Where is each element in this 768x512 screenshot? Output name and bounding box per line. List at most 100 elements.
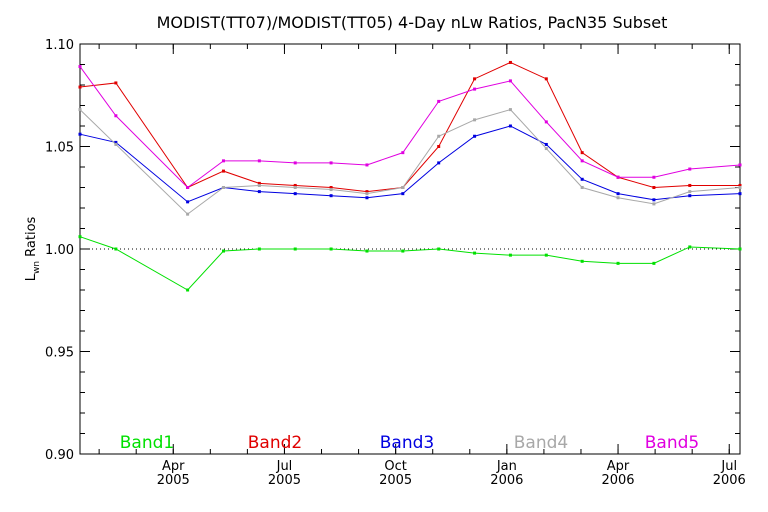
data-point-band2 — [114, 81, 118, 85]
chart-title: MODIST(TT07)/MODIST(TT05) 4-Day nLw Rati… — [157, 13, 668, 32]
x-tick-year: 2005 — [157, 473, 190, 488]
data-point-band1 — [544, 253, 548, 257]
data-point-band1 — [329, 247, 333, 251]
data-point-band5 — [652, 175, 656, 179]
data-point-band3 — [114, 140, 118, 144]
series-band4 — [78, 108, 742, 216]
data-point-band1 — [221, 249, 225, 253]
data-point-band3 — [437, 161, 441, 165]
data-point-band1 — [78, 235, 82, 239]
data-point-band5 — [473, 87, 477, 91]
series-layer — [78, 60, 742, 292]
data-point-band3 — [365, 196, 369, 200]
data-point-band4 — [365, 192, 369, 196]
legend-item-band3: Band3 — [380, 433, 434, 453]
data-point-band4 — [401, 186, 405, 189]
data-point-band2 — [221, 169, 225, 173]
data-point-band1 — [616, 261, 620, 265]
legend: Band1 Band2 Band3 Band4 Band5 — [120, 433, 699, 453]
data-point-band4 — [616, 196, 620, 200]
x-tick-month: Apr — [162, 459, 185, 474]
data-point-band3 — [401, 192, 405, 196]
legend-item-band5: Band5 — [645, 433, 699, 453]
data-point-band1 — [437, 247, 441, 251]
series-band3 — [78, 124, 742, 204]
plot-area — [79, 43, 741, 455]
series-line-band1 — [79, 236, 741, 291]
data-point-band4 — [473, 118, 477, 122]
data-point-band5 — [616, 175, 620, 179]
series-line-band5 — [79, 66, 741, 189]
data-point-band2 — [293, 183, 297, 187]
data-point-band5 — [738, 163, 742, 167]
series-band5 — [78, 65, 742, 189]
data-point-band5 — [78, 65, 82, 69]
y-axis-label-rest: Ratios — [24, 216, 39, 261]
legend-item-band1: Band1 — [120, 433, 174, 453]
y-axis-label-main: L — [24, 273, 39, 281]
legend-item-band4: Band4 — [514, 433, 568, 453]
data-point-band2 — [257, 181, 261, 185]
series-band1 — [78, 235, 742, 292]
x-tick-month: Apr — [607, 459, 630, 474]
data-point-band2 — [544, 77, 548, 81]
data-point-band2 — [365, 190, 369, 194]
data-point-band5 — [257, 159, 261, 163]
data-point-band4 — [738, 186, 742, 189]
data-point-band1 — [365, 249, 369, 253]
data-point-band3 — [616, 192, 620, 196]
data-point-band3 — [293, 192, 297, 196]
data-point-band1 — [738, 247, 742, 251]
x-tick-year: 2006 — [490, 473, 523, 488]
x-tick-year: 2005 — [268, 473, 301, 488]
data-point-band2 — [329, 186, 333, 189]
x-tick-year: 2006 — [601, 473, 634, 488]
data-point-band5 — [437, 99, 441, 103]
data-point-band4 — [688, 190, 692, 194]
data-point-band2 — [652, 186, 656, 189]
series-line-band3 — [79, 125, 741, 203]
data-point-band3 — [329, 194, 333, 198]
y-axis-label: Lwn Ratios — [24, 216, 42, 281]
data-point-band4 — [437, 134, 441, 138]
data-point-band1 — [293, 247, 297, 251]
data-point-band2 — [580, 151, 584, 155]
data-point-band3 — [738, 192, 742, 196]
data-point-band2 — [78, 85, 82, 89]
data-point-band4 — [257, 183, 261, 187]
data-point-band4 — [544, 147, 548, 151]
data-point-band3 — [544, 142, 548, 146]
x-tick-month: Jan — [496, 459, 517, 474]
data-point-band3 — [257, 190, 261, 194]
data-point-band5 — [221, 159, 225, 163]
series-band2 — [78, 60, 742, 194]
data-point-band5 — [401, 151, 405, 155]
y-tick-label: 1.10 — [45, 38, 74, 53]
data-point-band4 — [329, 188, 333, 192]
y-tick-label: 1.00 — [45, 243, 74, 258]
data-point-band5 — [508, 79, 512, 83]
data-point-band5 — [544, 120, 548, 124]
x-tick-month: Jul — [720, 459, 737, 474]
data-point-band3 — [186, 200, 190, 204]
x-tick-month: Jul — [276, 459, 293, 474]
y-tick-label: 1.05 — [45, 141, 74, 156]
data-point-band1 — [508, 253, 512, 257]
data-point-band5 — [580, 159, 584, 163]
data-point-band5 — [688, 167, 692, 171]
legend-item-band2: Band2 — [248, 433, 302, 453]
data-point-band1 — [186, 288, 190, 292]
data-point-band3 — [688, 194, 692, 198]
y-tick-label: 0.95 — [45, 346, 74, 361]
data-point-band3 — [652, 198, 656, 202]
data-point-band3 — [473, 134, 477, 138]
data-point-band2 — [473, 77, 477, 81]
data-point-band5 — [329, 161, 333, 165]
y-axis: 0.90 0.95 1.00 1.05 1.10 — [45, 38, 740, 463]
data-point-band4 — [508, 108, 512, 112]
data-point-band5 — [365, 163, 369, 167]
x-tick-month: Oct — [384, 459, 406, 474]
data-point-band1 — [652, 261, 656, 265]
data-point-band2 — [437, 145, 441, 148]
